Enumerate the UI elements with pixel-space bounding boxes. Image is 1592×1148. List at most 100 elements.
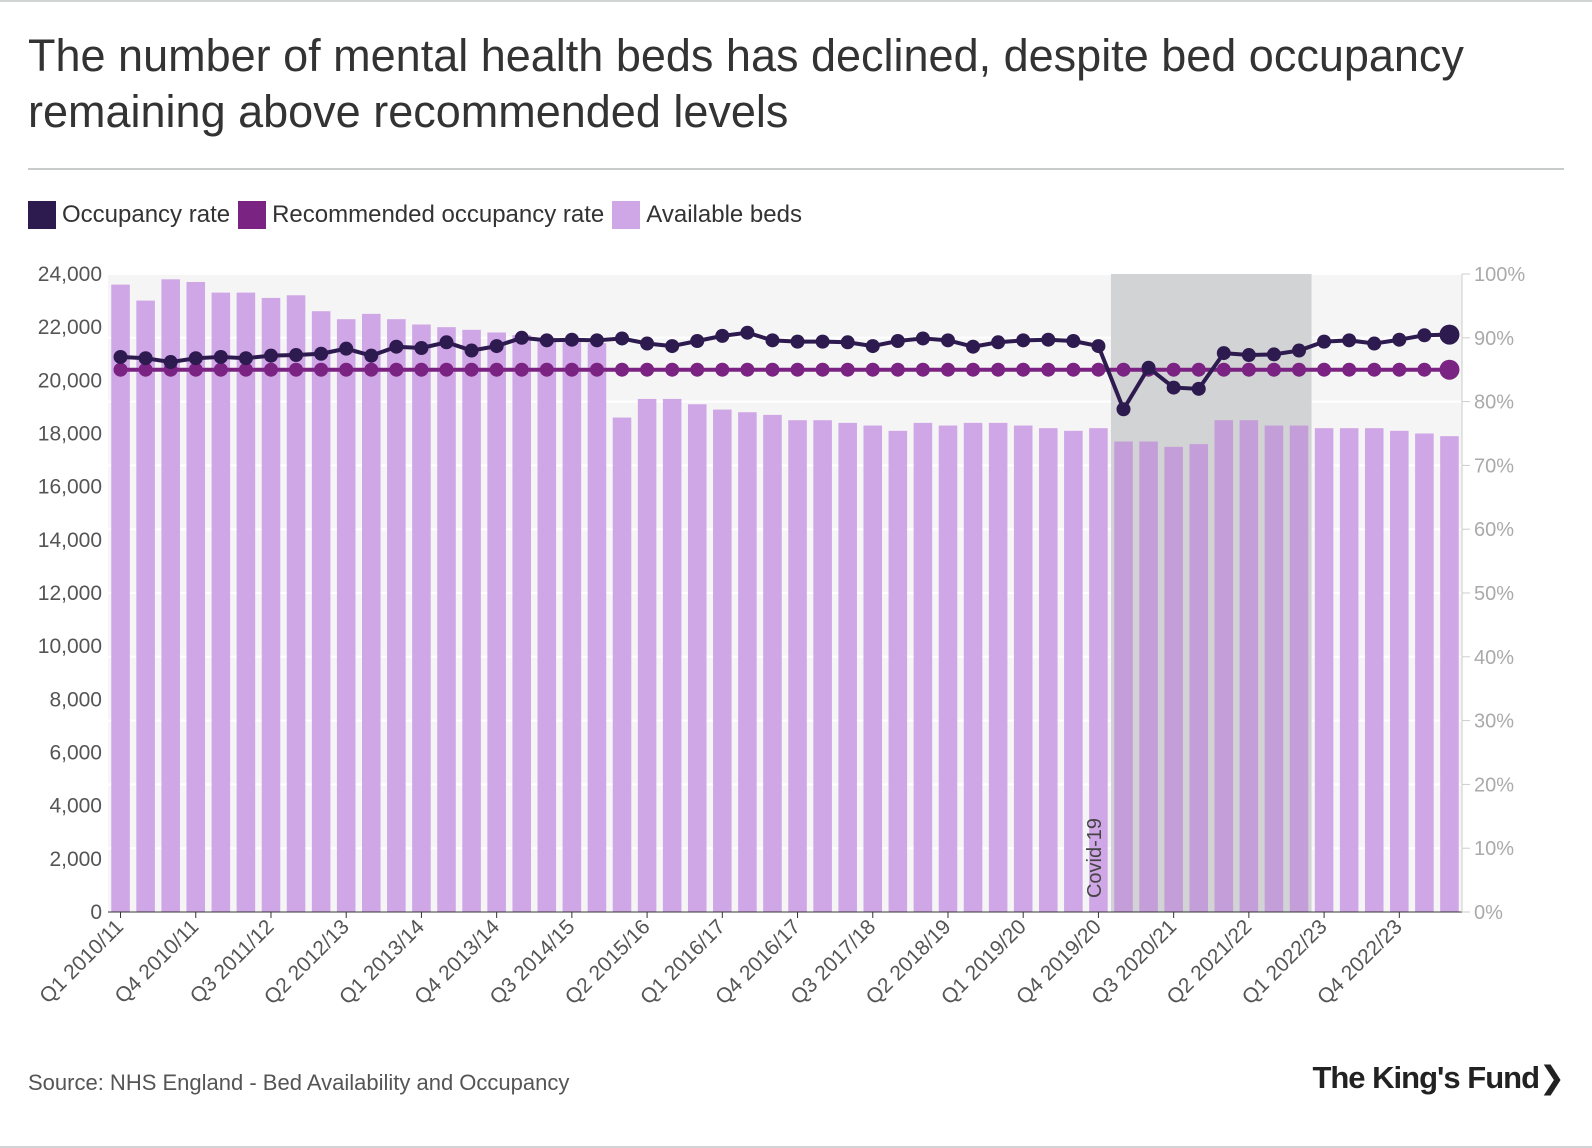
occupancy-rate-point <box>1041 332 1056 347</box>
bar-available-beds <box>988 422 1008 912</box>
bar-available-beds <box>888 430 908 912</box>
bar-available-beds <box>913 422 933 912</box>
occupancy-rate-point <box>213 349 228 364</box>
bar-available-beds <box>236 292 256 912</box>
occupancy-rate-point <box>163 355 178 370</box>
y-tick-label: 14,000 <box>38 529 102 552</box>
kings-fund-logo: The King's Fund❯ <box>1312 1060 1565 1096</box>
y-tick-label: 22,000 <box>38 316 102 339</box>
occupancy-rate-point <box>940 333 955 348</box>
legend-swatch-beds <box>612 201 641 229</box>
recommended-occupancy-point <box>1091 362 1106 377</box>
bar-available-beds <box>336 319 356 912</box>
bar-available-beds <box>1239 420 1259 912</box>
recommended-occupancy-point <box>339 362 354 377</box>
y-tick-label: 18,000 <box>38 423 102 446</box>
bar-available-beds <box>136 300 155 912</box>
occupancy-rate-point <box>1141 360 1156 375</box>
legend-swatch-recommended <box>238 201 267 229</box>
occupancy-rate-point <box>464 343 479 358</box>
y-tick-label: 10,000 <box>38 635 102 658</box>
bar-available-beds <box>562 340 582 912</box>
bar-available-beds <box>662 398 682 912</box>
recommended-occupancy-point <box>665 362 680 377</box>
recommended-occupancy-point <box>840 362 855 377</box>
bar-available-beds <box>738 412 757 912</box>
bar-available-beds <box>1214 420 1234 912</box>
occupancy-rate-point <box>238 351 253 366</box>
occupancy-rate-point <box>991 335 1006 350</box>
recommended-occupancy-point <box>1116 362 1131 377</box>
recommended-occupancy-point <box>1317 362 1332 377</box>
y2-tick-label: 90% <box>1474 328 1514 350</box>
recommended-occupancy-point <box>615 362 630 377</box>
bar-available-beds <box>537 337 557 912</box>
bar-available-beds <box>813 420 832 912</box>
occupancy-rate-point <box>1016 333 1031 348</box>
recommended-occupancy-point <box>1066 362 1081 377</box>
bar-available-beds <box>1164 446 1183 912</box>
y-tick-label: 12,000 <box>38 582 102 605</box>
occupancy-rate-point <box>615 331 630 346</box>
bar-available-beds <box>587 343 607 912</box>
occupancy-rate-point <box>1216 346 1231 361</box>
bar-available-beds <box>1089 428 1108 912</box>
recommended-occupancy-point <box>1342 362 1357 377</box>
y-tick-label: 6,000 <box>49 742 102 765</box>
recommended-occupancy-point <box>940 362 955 377</box>
y2-tick-label: 0% <box>1474 902 1503 924</box>
bar-available-beds <box>412 324 431 913</box>
covid-annotation-label: Covid-19 <box>1084 818 1106 898</box>
occupancy-rate-point <box>364 348 379 363</box>
y2-tick-label: 60% <box>1474 519 1514 541</box>
recommended-occupancy-point <box>1439 359 1460 380</box>
bar-available-beds <box>1013 425 1033 912</box>
occupancy-rate-point <box>514 330 529 345</box>
y-tick-label: 8,000 <box>49 688 102 711</box>
legend-item-occupancy: Occupancy rate <box>28 201 230 229</box>
occupancy-rate-point <box>489 339 504 354</box>
y2-tick-label: 100% <box>1474 264 1525 286</box>
recommended-occupancy-point <box>765 362 780 377</box>
bar-available-beds <box>161 279 180 912</box>
occupancy-rate-point <box>1066 333 1081 348</box>
occupancy-rate-point <box>865 339 880 354</box>
occupancy-rate-point <box>790 334 805 349</box>
y-tick-label: 2,000 <box>49 848 102 871</box>
legend: Occupancy rate Recommended occupancy rat… <box>28 200 810 230</box>
occupancy-rate-point <box>690 333 705 348</box>
recommended-occupancy-point <box>364 362 379 377</box>
occupancy-rate-point <box>339 341 354 356</box>
chevron-right-icon: ❯ <box>1539 1060 1565 1095</box>
occupancy-rate-point <box>1342 333 1357 348</box>
occupancy-rate-point <box>815 334 830 349</box>
occupancy-rate-point <box>1417 328 1432 343</box>
bar-available-beds <box>612 417 632 912</box>
occupancy-rate-point <box>539 333 554 348</box>
occupancy-rate-point <box>915 331 930 346</box>
recommended-occupancy-point <box>1367 362 1382 377</box>
bar-available-beds <box>1064 430 1083 912</box>
recommended-occupancy-point <box>113 362 128 377</box>
recommended-occupancy-point <box>1191 362 1206 377</box>
recommended-occupancy-point <box>539 362 554 377</box>
recommended-occupancy-point <box>213 362 228 377</box>
y2-tick-label: 70% <box>1474 455 1514 477</box>
bar-available-beds <box>1440 436 1459 912</box>
recommended-occupancy-point <box>740 362 755 377</box>
recommended-occupancy-point <box>890 362 905 377</box>
bar-available-beds <box>963 422 983 912</box>
occupancy-rate-point <box>966 339 981 354</box>
legend-item-beds: Available beds <box>612 201 802 229</box>
legend-swatch-occupancy <box>28 201 56 229</box>
bar-available-beds <box>261 297 281 912</box>
y2-tick-label: 10% <box>1474 838 1514 860</box>
occupancy-rate-point <box>665 339 680 354</box>
logo-text: The King's Fund <box>1312 1060 1540 1095</box>
bar-available-beds <box>1139 441 1158 912</box>
recommended-occupancy-point <box>1241 362 1256 377</box>
y-tick-label: 16,000 <box>38 476 102 499</box>
bar-available-beds <box>311 311 331 912</box>
occupancy-rate-point <box>640 336 655 351</box>
occupancy-rate-point <box>1116 402 1131 417</box>
